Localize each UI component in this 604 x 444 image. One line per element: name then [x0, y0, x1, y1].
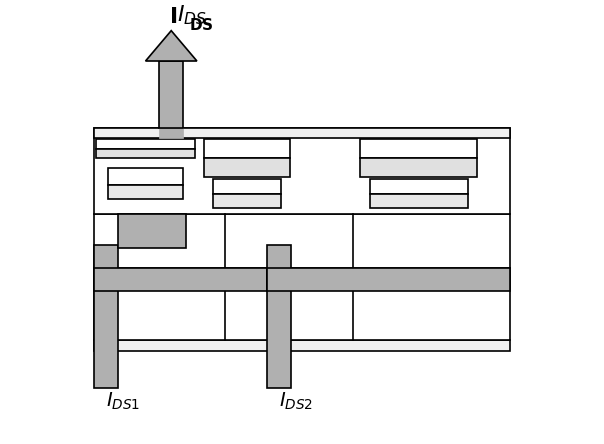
FancyBboxPatch shape — [204, 158, 291, 177]
FancyBboxPatch shape — [370, 194, 468, 208]
FancyBboxPatch shape — [94, 214, 510, 268]
FancyBboxPatch shape — [213, 194, 281, 208]
FancyBboxPatch shape — [370, 178, 468, 194]
FancyBboxPatch shape — [204, 139, 291, 158]
FancyBboxPatch shape — [267, 245, 291, 388]
FancyBboxPatch shape — [159, 128, 184, 138]
FancyBboxPatch shape — [267, 268, 510, 291]
Polygon shape — [146, 31, 197, 61]
FancyBboxPatch shape — [94, 340, 510, 351]
FancyBboxPatch shape — [108, 168, 183, 185]
Text: $I_{DS1}$: $I_{DS1}$ — [106, 390, 141, 412]
FancyBboxPatch shape — [97, 149, 194, 158]
FancyBboxPatch shape — [94, 268, 267, 291]
Text: $\mathbf{DS}$: $\mathbf{DS}$ — [189, 17, 214, 33]
FancyBboxPatch shape — [108, 185, 183, 199]
FancyBboxPatch shape — [94, 268, 510, 340]
FancyBboxPatch shape — [361, 139, 477, 158]
FancyBboxPatch shape — [361, 158, 477, 177]
Text: $\mathbf{I}$: $\mathbf{I}$ — [170, 7, 178, 27]
FancyBboxPatch shape — [213, 178, 281, 194]
FancyBboxPatch shape — [94, 128, 510, 138]
FancyBboxPatch shape — [118, 214, 186, 248]
FancyBboxPatch shape — [94, 245, 118, 388]
Text: $I_{DS}$: $I_{DS}$ — [177, 4, 207, 28]
FancyBboxPatch shape — [94, 128, 510, 214]
FancyBboxPatch shape — [97, 139, 194, 149]
Text: $I_{DS2}$: $I_{DS2}$ — [279, 390, 313, 412]
FancyBboxPatch shape — [159, 61, 184, 128]
